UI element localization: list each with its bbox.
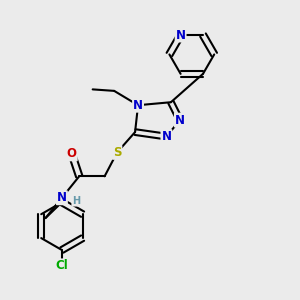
Text: N: N <box>176 28 186 41</box>
Text: Cl: Cl <box>56 260 68 272</box>
Text: H: H <box>72 196 80 206</box>
Text: S: S <box>113 146 122 159</box>
Text: O: O <box>67 147 77 161</box>
Text: N: N <box>133 99 143 112</box>
Text: N: N <box>161 130 171 143</box>
Text: N: N <box>57 191 67 204</box>
Text: N: N <box>175 114 185 127</box>
